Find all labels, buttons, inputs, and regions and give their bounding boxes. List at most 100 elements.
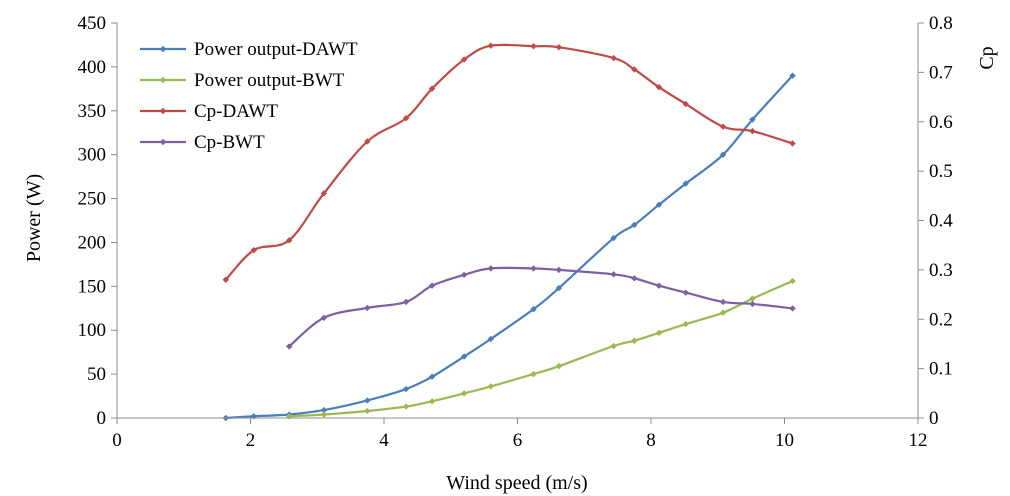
y-tick-label: 400: [78, 57, 107, 78]
series-cp-bwt: [286, 265, 796, 350]
data-point-cp-bwt: [487, 265, 494, 272]
data-point-cp-bwt: [364, 304, 371, 312]
data-point-power-output-dawt: [402, 385, 410, 393]
data-point-cp-bwt: [555, 266, 563, 274]
data-point-power-output-dawt: [530, 305, 537, 313]
y-tick-label: 350: [78, 101, 107, 122]
legend-item-power-output-bwt: Power output-BWT: [140, 70, 345, 91]
legend-label: Power output-DAWT: [194, 39, 358, 60]
data-point-cp-bwt: [655, 282, 663, 289]
data-point-cp-dawt: [250, 246, 258, 254]
data-point-cp-dawt: [682, 100, 689, 108]
legend-item-power-output-dawt: Power output-DAWT: [140, 39, 358, 60]
legend-item-cp-bwt: Cp-BWT: [140, 132, 265, 153]
x-axis-title: Wind speed (m/s): [446, 472, 587, 494]
data-point-power-output-bwt: [402, 403, 410, 410]
data-point-cp-dawt: [286, 237, 293, 244]
y2-tick-label: 0.4: [929, 211, 953, 232]
series-line-power-output-bwt: [289, 280, 793, 418]
data-point-cp-dawt: [364, 138, 371, 145]
legend-label: Cp-DAWT: [194, 101, 278, 122]
data-point-power-output-dawt: [631, 221, 638, 229]
data-point-power-output-bwt: [655, 329, 663, 337]
data-point-cp-dawt: [402, 115, 410, 122]
data-point-cp-dawt: [719, 123, 727, 130]
data-point-cp-bwt: [530, 265, 537, 272]
data-point-power-output-dawt: [749, 116, 756, 123]
data-point-cp-dawt: [655, 83, 663, 91]
data-point-power-output-bwt: [364, 407, 371, 415]
data-point-power-output-bwt: [320, 411, 328, 418]
data-point-power-output-dawt: [682, 180, 689, 187]
series-line-power-output-dawt: [225, 74, 794, 420]
series-line-cp-dawt: [224, 43, 793, 281]
legend-label: Cp-BWT: [194, 132, 265, 153]
data-point-cp-bwt: [631, 275, 638, 282]
data-point-power-output-bwt: [631, 337, 638, 344]
x-tick-label: 0: [112, 430, 122, 451]
series-power-output-bwt: [286, 277, 796, 420]
data-point-power-output-dawt: [487, 335, 494, 343]
y2-tick-label: 0.5: [929, 161, 953, 182]
y2-tick-label: 0.6: [929, 112, 953, 133]
data-point-power-output-bwt: [530, 370, 537, 378]
data-point-cp-bwt: [719, 298, 727, 306]
data-point-cp-bwt: [286, 343, 293, 350]
y2-tick-label: 0.2: [929, 309, 953, 330]
data-point-cp-dawt: [530, 43, 537, 50]
data-point-power-output-bwt: [682, 320, 689, 328]
y2-tick-label: 0.3: [929, 260, 953, 281]
plot-area: [222, 42, 796, 422]
y-tick-label: 150: [78, 276, 107, 297]
data-point-cp-bwt: [460, 271, 468, 279]
y-tick-label: 300: [78, 145, 107, 166]
data-point-power-output-bwt: [749, 295, 756, 302]
y2-tick-label: 0.8: [929, 13, 953, 34]
y-tick-label: 0: [97, 408, 107, 429]
y2-tick-label: 0.7: [929, 62, 953, 83]
data-point-cp-dawt: [555, 43, 563, 51]
data-point-power-output-bwt: [719, 309, 727, 316]
ticks: 0 2 4 6 8 10 1205010015020025030035040045000.1…: [78, 13, 954, 451]
data-point-cp-bwt: [682, 289, 689, 296]
data-point-power-output-dawt: [610, 234, 617, 242]
data-point-power-output-dawt: [428, 373, 436, 380]
data-point-cp-bwt: [789, 305, 796, 312]
y-axis-left-title: Power (W): [23, 174, 45, 262]
y-tick-label: 250: [78, 189, 107, 210]
legend-swatch-marker: [159, 45, 167, 53]
data-point-power-output-dawt: [364, 397, 371, 404]
legend-swatch-marker: [159, 107, 167, 115]
data-point-cp-bwt: [320, 314, 328, 321]
data-point-cp-dawt: [460, 56, 468, 63]
data-point-cp-bwt: [428, 282, 436, 289]
data-point-cp-dawt: [749, 127, 756, 135]
data-point-power-output-bwt: [789, 277, 796, 285]
data-point-cp-dawt: [610, 54, 617, 62]
y-tick-label: 100: [78, 320, 107, 341]
legend-label: Power output-BWT: [194, 70, 345, 91]
data-point-power-output-bwt: [460, 390, 468, 397]
y2-tick-label: 0.1: [929, 359, 953, 380]
data-point-power-output-bwt: [610, 342, 617, 350]
series-line-cp-bwt: [288, 266, 793, 348]
x-tick-label: 12: [909, 430, 928, 451]
data-point-power-output-bwt: [487, 383, 494, 390]
legend: Power output-DAWT Power output-BWT Cp-DAWT…: [140, 39, 358, 153]
x-tick-label: 6: [513, 430, 523, 451]
data-point-power-output-bwt: [555, 363, 563, 370]
y-axis-right-title: Cp: [976, 46, 998, 69]
x-tick-label: 2: [246, 430, 256, 451]
x-tick-label: 8: [646, 430, 656, 451]
data-point-cp-dawt: [320, 190, 328, 197]
data-point-cp-dawt: [222, 276, 230, 283]
data-point-power-output-dawt: [460, 353, 468, 360]
series-cp-dawt: [222, 42, 796, 283]
x-tick-label: 10: [775, 430, 794, 451]
data-point-cp-bwt: [610, 271, 617, 278]
data-point-cp-dawt: [428, 85, 436, 92]
legend-item-cp-dawt: Cp-DAWT: [140, 101, 278, 122]
data-point-power-output-dawt: [789, 72, 796, 79]
y-tick-label: 200: [78, 232, 107, 253]
